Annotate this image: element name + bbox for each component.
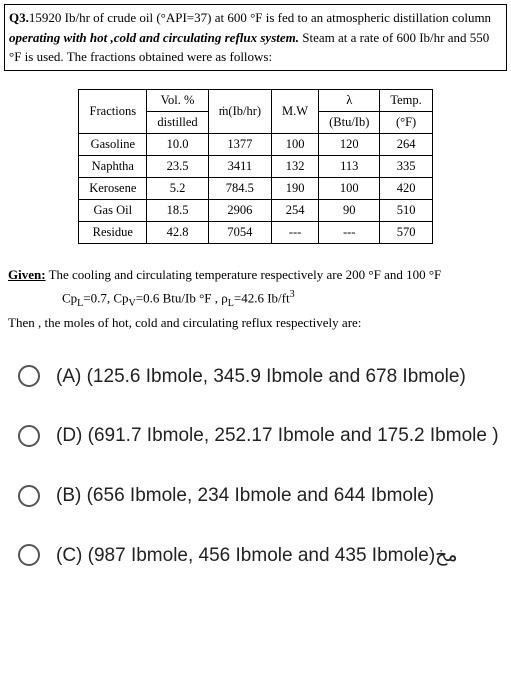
- table-wrap: Fractions Vol. % ṁ(Ib/hr) M.W λ Temp. di…: [4, 89, 507, 244]
- radio-icon[interactable]: [18, 425, 40, 447]
- question-body1: 15920 Ib/hr of crude oil (°API=37) at 60…: [29, 10, 491, 25]
- option-label: (A) (125.6 Ibmole, 345.9 Ibmole and 678 …: [56, 364, 466, 390]
- table-row: Kerosene5.2784.5190100420: [79, 177, 433, 199]
- table-row: Residue42.87054------570: [79, 221, 433, 243]
- question-emph: operating with hot ,cold and circulating…: [9, 30, 299, 45]
- radio-icon[interactable]: [18, 485, 40, 507]
- question-lead: Q3.: [9, 10, 29, 25]
- option-a[interactable]: (A) (125.6 Ibmole, 345.9 Ibmole and 678 …: [4, 354, 507, 400]
- th-tf: (°F): [380, 111, 432, 133]
- option-label: (C) (987 Ibmole, 456 Ibmole and 435 Ibmo…: [56, 543, 458, 569]
- option-c[interactable]: (C) (987 Ibmole, 456 Ibmole and 435 Ibmo…: [4, 533, 507, 579]
- option-label: (B) (656 Ibmole, 234 Ibmole and 644 Ibmo…: [56, 483, 434, 509]
- question-box: Q3.15920 Ib/hr of crude oil (°API=37) at…: [4, 4, 507, 71]
- table-row: Naphtha23.53411132113335: [79, 155, 433, 177]
- th-mw: M.W: [272, 89, 319, 133]
- given-line1: Given: The cooling and circulating tempe…: [8, 264, 503, 286]
- th-mdot: ṁ(Ib/hr): [208, 89, 271, 133]
- th-vol: Vol. %: [147, 89, 208, 111]
- th-btu: (Btu/Ib): [319, 111, 380, 133]
- given-label: Given:: [8, 267, 46, 282]
- table-row: Gasoline10.01377100120264: [79, 133, 433, 155]
- options-list: (A) (125.6 Ibmole, 345.9 Ibmole and 678 …: [4, 354, 507, 579]
- table-row: Gas Oil18.5290625490510: [79, 199, 433, 221]
- th-fractions: Fractions: [79, 89, 147, 133]
- given-text1: The cooling and circulating temperature …: [46, 267, 442, 282]
- th-temp: Temp.: [380, 89, 432, 111]
- radio-icon[interactable]: [18, 544, 40, 566]
- option-d[interactable]: (D) (691.7 Ibmole, 252.17 Ibmole and 175…: [4, 413, 507, 459]
- given-line3: Then , the moles of hot, cold and circul…: [8, 312, 503, 334]
- option-b[interactable]: (B) (656 Ibmole, 234 Ibmole and 644 Ibmo…: [4, 473, 507, 519]
- option-label: (D) (691.7 Ibmole, 252.17 Ibmole and 175…: [56, 423, 499, 449]
- radio-icon[interactable]: [18, 365, 40, 387]
- given-block: Given: The cooling and circulating tempe…: [8, 264, 503, 334]
- table-header-row1: Fractions Vol. % ṁ(Ib/hr) M.W λ Temp.: [79, 89, 433, 111]
- th-distilled: distilled: [147, 111, 208, 133]
- th-lambda: λ: [319, 89, 380, 111]
- fractions-table: Fractions Vol. % ṁ(Ib/hr) M.W λ Temp. di…: [78, 89, 433, 244]
- given-line2: CpL=0.7, CpV=0.6 Btu/Ib °F , ρL=42.6 Ib/…: [8, 286, 503, 312]
